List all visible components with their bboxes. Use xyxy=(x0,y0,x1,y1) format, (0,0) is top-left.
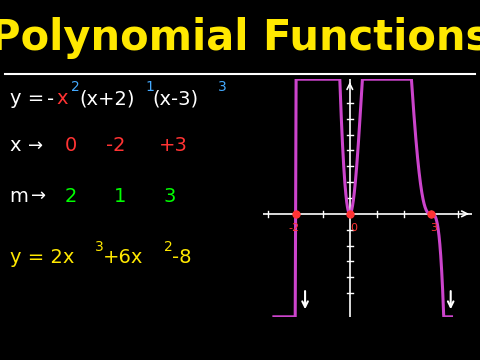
Text: 1: 1 xyxy=(145,81,154,94)
Text: x: x xyxy=(57,90,68,108)
Text: 1: 1 xyxy=(114,187,127,206)
Text: →: → xyxy=(28,137,43,155)
Text: -8: -8 xyxy=(172,248,192,267)
Text: -2: -2 xyxy=(288,222,300,233)
Text: Polynomial Functions: Polynomial Functions xyxy=(0,17,480,59)
Text: 3: 3 xyxy=(95,240,104,253)
Text: y = 2x: y = 2x xyxy=(10,248,74,267)
Text: 2: 2 xyxy=(65,187,77,206)
Text: +6x: +6x xyxy=(103,248,143,267)
Text: →: → xyxy=(31,187,47,205)
Text: (x-3): (x-3) xyxy=(153,90,199,108)
Text: y =: y = xyxy=(10,90,50,108)
Text: m: m xyxy=(10,187,28,206)
Text: 2: 2 xyxy=(71,81,80,94)
Text: -2: -2 xyxy=(106,136,125,155)
Text: +3: +3 xyxy=(158,136,187,155)
Text: 3: 3 xyxy=(163,187,176,206)
Text: 0: 0 xyxy=(350,222,358,233)
Text: 3: 3 xyxy=(431,222,437,233)
Text: x: x xyxy=(10,136,21,155)
Text: 2: 2 xyxy=(164,240,173,253)
Text: -: - xyxy=(47,90,54,108)
Text: 3: 3 xyxy=(217,81,226,94)
Text: (x+2): (x+2) xyxy=(79,90,135,108)
Text: 0: 0 xyxy=(65,136,77,155)
